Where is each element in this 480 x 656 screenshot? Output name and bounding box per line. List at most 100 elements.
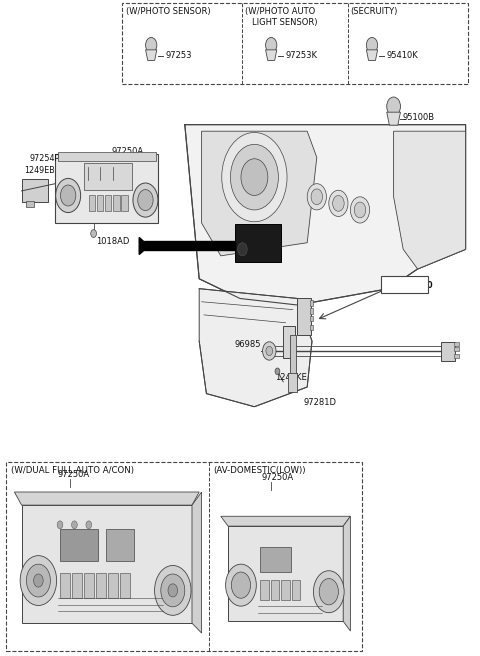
- Circle shape: [161, 574, 185, 607]
- Polygon shape: [343, 516, 350, 631]
- Bar: [235, 224, 281, 262]
- Circle shape: [333, 195, 344, 211]
- Bar: [60, 529, 98, 561]
- Circle shape: [168, 584, 178, 597]
- Bar: [106, 529, 134, 561]
- Bar: [121, 195, 128, 211]
- Polygon shape: [145, 50, 157, 60]
- Bar: [97, 195, 103, 211]
- Bar: [281, 580, 290, 600]
- Text: 97253: 97253: [166, 51, 192, 60]
- Circle shape: [241, 159, 268, 195]
- Polygon shape: [387, 112, 400, 125]
- Text: 1018AD: 1018AD: [96, 237, 130, 247]
- Bar: [122, 3, 468, 84]
- Bar: [260, 580, 269, 600]
- Circle shape: [313, 571, 344, 613]
- Bar: [72, 573, 82, 598]
- Circle shape: [307, 184, 326, 210]
- Circle shape: [350, 197, 370, 223]
- Bar: [454, 342, 459, 346]
- Text: (W/DUAL FULL AUTO A/CON): (W/DUAL FULL AUTO A/CON): [11, 466, 133, 476]
- Bar: [228, 526, 343, 621]
- Bar: [260, 547, 291, 572]
- Bar: [108, 573, 118, 598]
- Text: (W/PHOTO SENSOR): (W/PHOTO SENSOR): [126, 7, 210, 16]
- Circle shape: [387, 97, 400, 116]
- Circle shape: [34, 574, 43, 587]
- Text: 95410K: 95410K: [386, 51, 418, 60]
- Circle shape: [366, 37, 378, 52]
- Circle shape: [86, 521, 92, 529]
- Bar: [454, 354, 459, 358]
- Circle shape: [231, 572, 251, 598]
- Bar: [26, 201, 34, 207]
- Circle shape: [91, 230, 96, 237]
- Text: REF.60-640: REF.60-640: [383, 281, 432, 290]
- Bar: [84, 573, 94, 598]
- Circle shape: [266, 346, 273, 356]
- Bar: [310, 325, 313, 330]
- Circle shape: [354, 202, 366, 218]
- Bar: [271, 580, 279, 600]
- Text: 96985: 96985: [234, 340, 261, 349]
- Circle shape: [265, 37, 277, 52]
- Bar: [22, 505, 192, 623]
- Text: 1244KE: 1244KE: [275, 373, 307, 382]
- Polygon shape: [221, 516, 350, 526]
- FancyBboxPatch shape: [381, 276, 428, 293]
- Text: 97250A: 97250A: [111, 147, 144, 156]
- Circle shape: [226, 564, 256, 606]
- Text: 97254P: 97254P: [30, 154, 60, 163]
- Bar: [58, 152, 156, 161]
- Bar: [310, 316, 313, 321]
- Bar: [60, 573, 70, 598]
- Bar: [290, 335, 296, 374]
- Circle shape: [238, 243, 247, 256]
- Circle shape: [145, 37, 157, 52]
- Bar: [454, 347, 459, 351]
- Text: (SECRUITY): (SECRUITY): [350, 7, 398, 16]
- Polygon shape: [185, 125, 466, 305]
- Bar: [89, 195, 95, 211]
- Circle shape: [56, 178, 81, 213]
- Circle shape: [138, 190, 153, 211]
- Circle shape: [275, 368, 280, 375]
- Bar: [22, 179, 48, 202]
- Text: (AV-DOMESTIC(LOW)): (AV-DOMESTIC(LOW)): [214, 466, 306, 476]
- Polygon shape: [144, 241, 235, 250]
- Circle shape: [26, 564, 50, 597]
- Circle shape: [133, 183, 158, 217]
- Bar: [283, 326, 295, 358]
- Bar: [6, 462, 362, 651]
- Text: 95100B: 95100B: [402, 113, 434, 122]
- Bar: [113, 195, 120, 211]
- Text: 97281D: 97281D: [304, 398, 337, 407]
- Circle shape: [222, 133, 287, 222]
- Bar: [84, 163, 132, 190]
- Polygon shape: [14, 492, 199, 505]
- Bar: [288, 373, 297, 392]
- Bar: [120, 573, 130, 598]
- Text: 1249EB: 1249EB: [24, 166, 55, 175]
- Polygon shape: [394, 131, 466, 269]
- Polygon shape: [199, 289, 312, 407]
- Circle shape: [155, 565, 191, 615]
- Circle shape: [20, 556, 57, 605]
- Bar: [310, 308, 313, 314]
- Text: 97253K: 97253K: [286, 51, 318, 60]
- Bar: [96, 573, 106, 598]
- Polygon shape: [265, 50, 277, 60]
- Circle shape: [319, 579, 338, 605]
- Bar: [441, 342, 455, 361]
- Text: 97250A: 97250A: [58, 470, 90, 479]
- Bar: [292, 580, 300, 600]
- Text: 97250A: 97250A: [262, 473, 294, 482]
- Circle shape: [311, 189, 323, 205]
- Polygon shape: [202, 131, 317, 256]
- Circle shape: [263, 342, 276, 360]
- Polygon shape: [192, 492, 202, 633]
- Polygon shape: [366, 50, 378, 60]
- Circle shape: [60, 185, 76, 206]
- Text: (W/PHOTO AUTO: (W/PHOTO AUTO: [245, 7, 315, 16]
